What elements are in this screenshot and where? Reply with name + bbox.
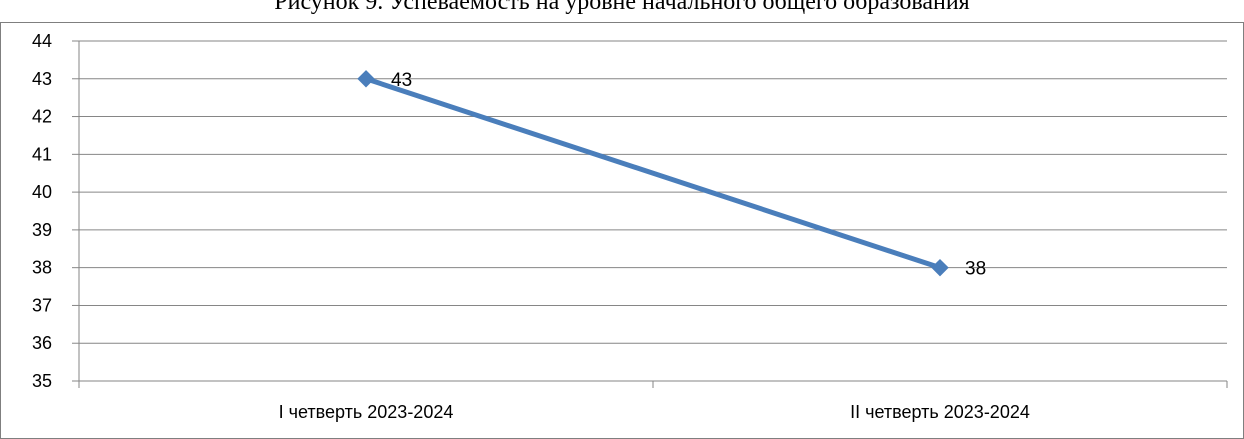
y-tick-label: 36 bbox=[32, 333, 52, 353]
series-layer bbox=[357, 70, 949, 277]
y-tick-label: 42 bbox=[32, 107, 52, 127]
y-tick-label: 44 bbox=[32, 31, 52, 51]
x-category-label: II четверть 2023-2024 bbox=[850, 402, 1030, 422]
data-point-marker bbox=[357, 70, 375, 88]
y-tick-labels: 35 36 37 38 39 40 41 42 43 44 bbox=[32, 31, 52, 391]
y-tick-label: 41 bbox=[32, 144, 52, 164]
y-tick-label: 39 bbox=[32, 220, 52, 240]
data-point-marker bbox=[931, 258, 949, 277]
data-label: 38 bbox=[965, 259, 986, 280]
series-line bbox=[363, 76, 943, 271]
chart-title: Рисунок 9. Успеваемость на уровне началь… bbox=[274, 0, 970, 15]
axes bbox=[72, 40, 1228, 388]
y-tick-label: 37 bbox=[32, 295, 52, 315]
gridlines bbox=[79, 40, 1227, 344]
y-tick-label: 38 bbox=[32, 258, 52, 278]
data-label: 43 bbox=[391, 70, 412, 91]
y-tick-label: 35 bbox=[32, 371, 52, 391]
y-tick-label: 43 bbox=[32, 69, 52, 89]
x-category-labels: I четверть 2023-2024 II четверть 2023-202… bbox=[279, 402, 1030, 422]
x-category-label: I четверть 2023-2024 bbox=[279, 402, 454, 422]
data-labels: 43 38 bbox=[391, 70, 986, 280]
y-tick-label: 40 bbox=[32, 182, 52, 202]
